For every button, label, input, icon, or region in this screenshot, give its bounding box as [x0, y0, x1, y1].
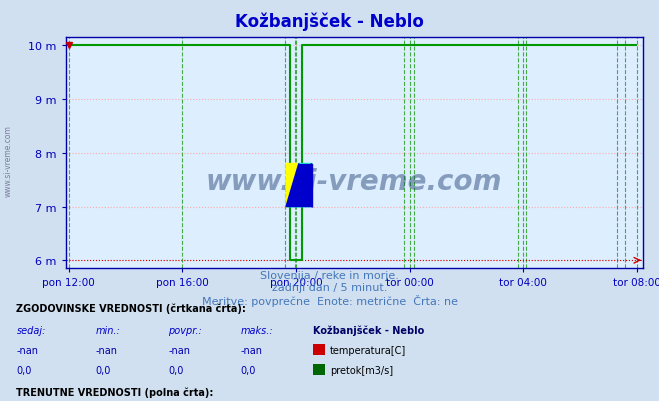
Text: sedaj:: sedaj:	[16, 325, 46, 335]
Polygon shape	[286, 164, 312, 207]
Text: Slovenija / reke in morje.: Slovenija / reke in morje.	[260, 271, 399, 281]
Text: -nan: -nan	[96, 345, 117, 355]
Text: www.si-vreme.com: www.si-vreme.com	[3, 125, 13, 196]
Text: 0,0: 0,0	[96, 365, 111, 375]
Text: 0,0: 0,0	[168, 365, 183, 375]
Polygon shape	[299, 164, 312, 207]
Polygon shape	[286, 164, 312, 207]
Polygon shape	[286, 164, 312, 207]
Text: temperatura[C]: temperatura[C]	[330, 345, 407, 355]
Text: ZGODOVINSKE VREDNOSTI (črtkana črta):: ZGODOVINSKE VREDNOSTI (črtkana črta):	[16, 302, 246, 313]
Text: -nan: -nan	[241, 345, 262, 355]
Text: zadnji dan / 5 minut.: zadnji dan / 5 minut.	[272, 283, 387, 293]
Text: Kožbanjšček - Neblo: Kožbanjšček - Neblo	[235, 13, 424, 31]
Text: Kožbanjšček - Neblo: Kožbanjšček - Neblo	[313, 324, 424, 335]
Text: maks.:: maks.:	[241, 325, 273, 335]
Text: min.:: min.:	[96, 325, 121, 335]
Polygon shape	[286, 164, 299, 207]
Text: www.si-vreme.com: www.si-vreme.com	[206, 167, 502, 195]
Text: -nan: -nan	[168, 345, 190, 355]
Polygon shape	[299, 164, 312, 207]
Text: 0,0: 0,0	[241, 365, 256, 375]
Text: 0,0: 0,0	[16, 365, 32, 375]
Text: povpr.:: povpr.:	[168, 325, 202, 335]
Polygon shape	[286, 164, 312, 207]
Text: TRENUTNE VREDNOSTI (polna črta):: TRENUTNE VREDNOSTI (polna črta):	[16, 387, 214, 397]
Text: Meritve: povprečne  Enote: metrične  Črta: ne: Meritve: povprečne Enote: metrične Črta:…	[202, 295, 457, 307]
Text: -nan: -nan	[16, 345, 38, 355]
Text: pretok[m3/s]: pretok[m3/s]	[330, 365, 393, 375]
